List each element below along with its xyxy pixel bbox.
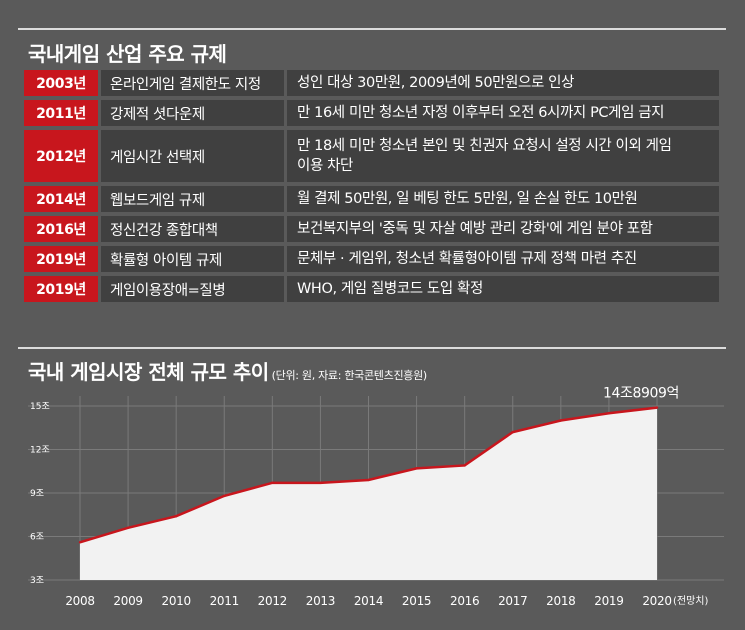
data-point-2014 [367,478,370,482]
desc-cell: 성인 대상 30만원, 2009년에 50만원으로 인상 [287,70,719,96]
x-tick-label: 2016 [450,594,479,608]
x-tick-label: 2014 [354,594,383,608]
table-row: 2016년 정신건강 종합대책 보건복지부의 '중독 및 자살 예방 관리 강화… [24,216,719,242]
table-row: 2011년 강제적 셧다운제 만 16세 미만 청소년 자정 이후부터 오전 6… [24,100,719,126]
year-cell: 2003년 [24,70,98,96]
y-tick-label: 12조 [30,446,50,456]
data-point-2020 [655,406,659,409]
desc-cell: 보건복지부의 '중독 및 자살 예방 관리 강화'에 게임 분야 포함 [287,216,719,242]
rule-cell: 정신건강 종합대책 [101,216,284,242]
x-tick-label: 2015 [402,594,431,608]
market-size-area [80,407,657,580]
rule-cell: 온라인게임 결제한도 지정 [101,70,284,96]
table-row: 2003년 온라인게임 결제한도 지정 성인 대상 30만원, 2009년에 5… [24,70,719,96]
rule-cell: 확률형 아이템 규제 [101,246,284,272]
data-point-2016 [463,464,466,467]
year-cell: 2016년 [24,216,98,242]
data-point-2013 [319,481,322,485]
x-tick-label: 2017 [498,594,527,608]
y-tick-label: 6조 [30,533,44,543]
data-point-2019 [607,412,611,415]
year-cell: 2019년 [24,246,98,272]
rule-cell: 강제적 셧다운제 [101,100,284,126]
rule-cell: 웹보드게임 규제 [101,186,284,212]
chart-title-block: 국내 게임시장 전체 규모 추이 (단위: 원, 자료: 한국콘텐츠진흥원) [28,356,427,385]
x-tick-label: 2020 [642,594,671,608]
y-tick-label: 9조 [30,489,44,499]
table-row: 2014년 웹보드게임 규제 월 결제 50만원, 일 베팅 한도 5만원, 일… [24,186,719,212]
data-point-2015 [415,467,418,470]
data-point-2012 [271,481,274,485]
year-cell: 2011년 [24,100,98,126]
data-label-2020: 14조8909억 [603,386,679,402]
desc-cell: 만 16세 미만 청소년 자정 이후부터 오전 6시까지 PC게임 금지 [287,100,719,126]
x-tick-label: 2012 [258,594,287,608]
x-tick-label: 2019 [594,594,623,608]
data-point-2017 [511,430,514,434]
regulations-table: 2003년 온라인게임 결제한도 지정 성인 대상 30만원, 2009년에 5… [24,70,719,306]
desc-cell: WHO, 게임 질병코드 도입 확정 [287,276,719,302]
x-tick-label: 2010 [161,594,190,608]
y-tick-label: 3조 [30,576,44,586]
top-rule [18,28,726,30]
x-tick-label: 2018 [546,594,575,608]
year-cell: 2014년 [24,186,98,212]
data-point-2009 [126,526,130,529]
data-point-2010 [174,515,178,518]
year-cell: 2019년 [24,276,98,302]
table-row: 2012년 게임시간 선택제 만 18세 미만 청소년 본인 및 친권자 요청시… [24,130,719,182]
desc-cell: 월 결제 50만원, 일 베팅 한도 5만원, 일 손실 한도 10만원 [287,186,719,212]
x-tick-label: 2009 [113,594,142,608]
year-cell: 2012년 [24,130,98,182]
x-tick-label: 2011 [210,594,239,608]
mid-rule [18,347,726,349]
data-point-2008 [78,541,82,544]
data-point-2018 [559,419,563,422]
desc-cell: 문체부 · 게임위, 청소년 확률형아이템 규제 정책 마련 추진 [287,246,719,272]
chart-subtitle: (단위: 원, 자료: 한국콘텐츠진흥원) [271,369,428,382]
x-axis-note: (전망치) [673,595,709,607]
rule-cell: 게임이용장애=질병 [101,276,284,302]
x-axis: 2008 2009 2010 2011 2012 2013 2014 2015 2016 2017… [65,594,672,608]
y-axis: 3조 6조 9조 12조 15조 [30,402,50,586]
x-tick-label: 2008 [65,594,94,608]
data-point-2011 [223,494,226,498]
rule-cell: 게임시간 선택제 [101,130,284,182]
y-tick-label: 15조 [30,402,50,412]
desc-cell: 만 18세 미만 청소년 본인 및 친권자 요청시 설정 시간 이외 게임이용 … [287,130,719,182]
table-row: 2019년 게임이용장애=질병 WHO, 게임 질병코드 도입 확정 [24,276,719,302]
table-row: 2019년 확률형 아이템 규제 문체부 · 게임위, 청소년 확률형아이템 규… [24,246,719,272]
regulations-title: 국내게임 산업 주요 규제 [28,42,227,66]
chart-title: 국내 게임시장 전체 규모 추이 [28,360,269,384]
x-tick-label: 2013 [306,594,335,608]
